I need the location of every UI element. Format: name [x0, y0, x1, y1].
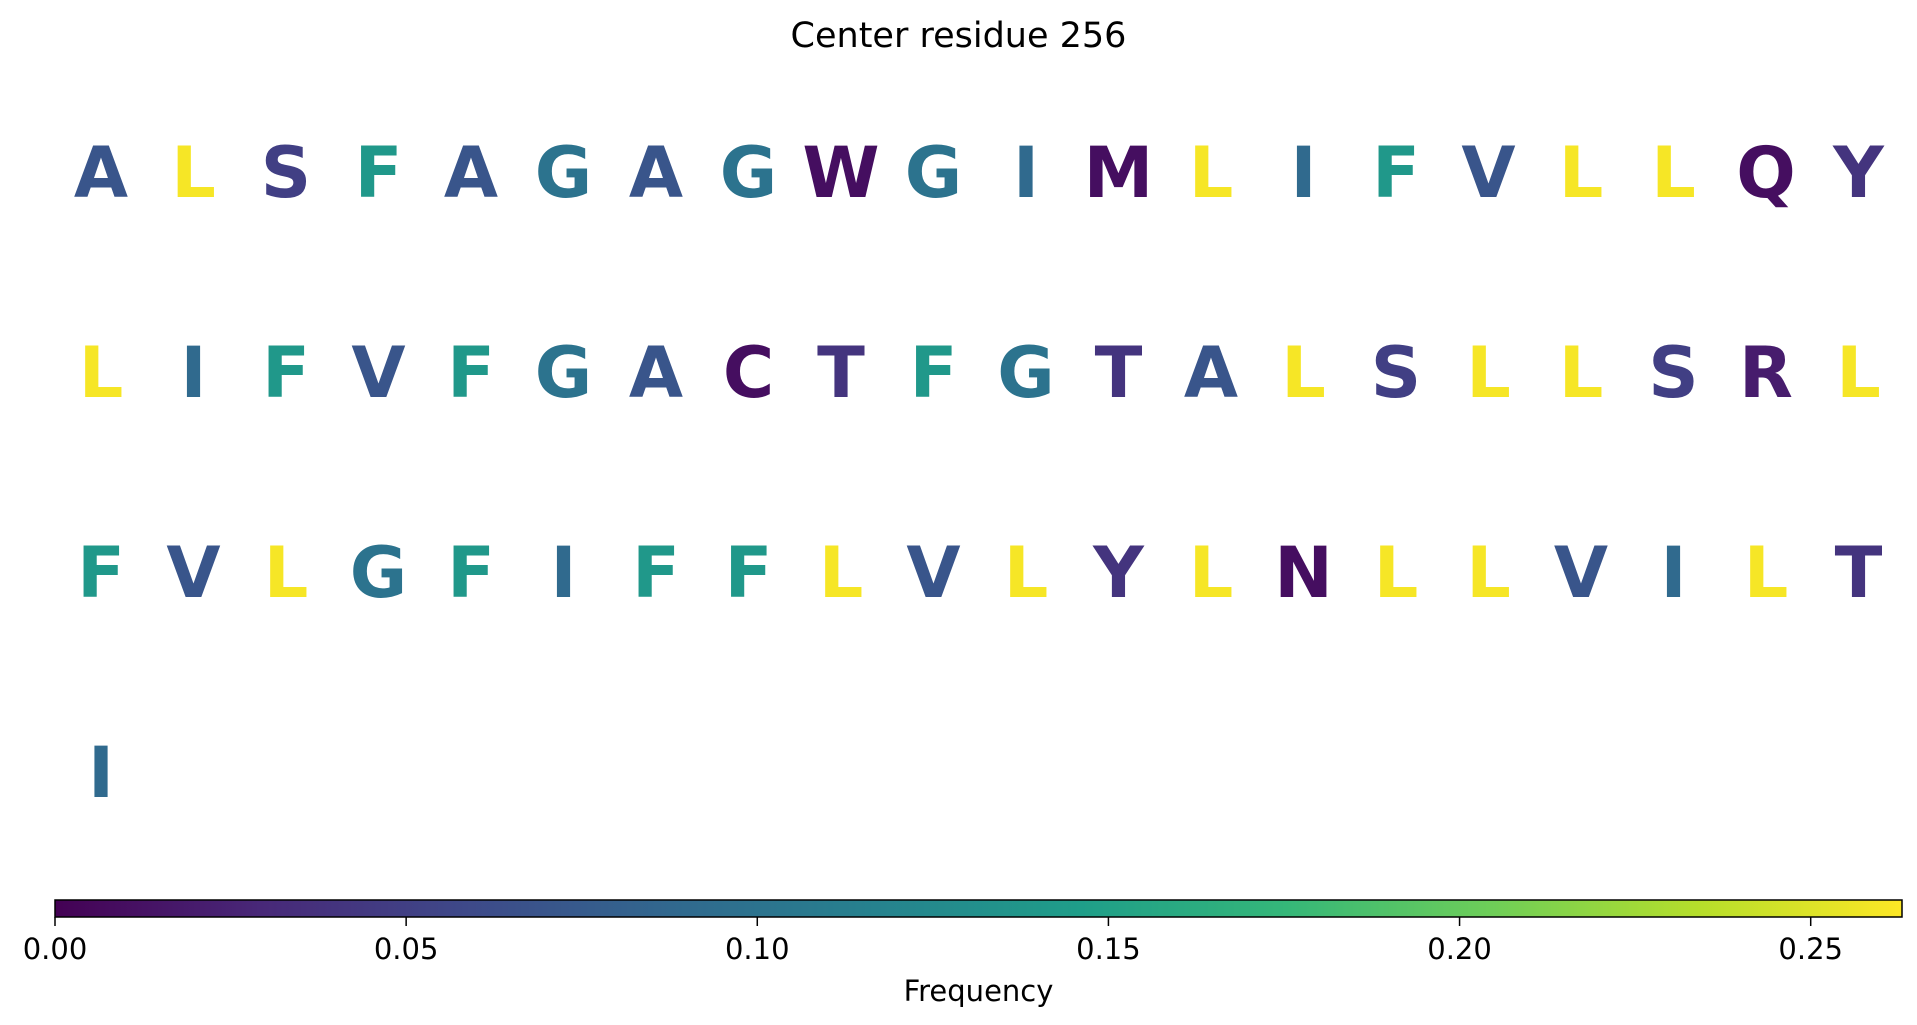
residue-letter: Q	[1736, 132, 1796, 214]
residue-letter: T	[1095, 332, 1143, 414]
residue-letter: L	[1004, 532, 1049, 614]
residue-letter: W	[802, 132, 879, 214]
residue-letter: A	[629, 132, 683, 214]
residue-letter: I	[1290, 132, 1316, 214]
residue-letter: I	[1660, 532, 1686, 614]
residue-letter: G	[905, 132, 962, 214]
colorbar-tick-label: 0.00	[23, 932, 88, 966]
residue-letter: L	[79, 332, 124, 414]
residue-letter: S	[1371, 332, 1421, 414]
residue-letters: A L S F A G A G W G I M L I F V L L Q YL I F V F G A C T F G T A L S L L S R L…	[74, 132, 1885, 814]
residue-letter: L	[1466, 332, 1511, 414]
residue-letter: Y	[1092, 532, 1145, 614]
residue-letter: V	[351, 332, 405, 414]
colorbar-tick-label: 0.15	[1076, 932, 1141, 966]
residue-letter: A	[444, 132, 498, 214]
residue-letter: G	[535, 132, 592, 214]
residue-letter: L	[1466, 532, 1511, 614]
colorbar-tick-label: 0.25	[1778, 932, 1843, 966]
chart-title: Center residue 256	[790, 16, 1127, 56]
residue-letter: L	[1189, 532, 1234, 614]
residue-letter: L	[1836, 332, 1881, 414]
residue-letter: I	[88, 732, 114, 814]
colorbar-tick-label: 0.05	[374, 932, 439, 966]
residue-letter: I	[180, 332, 206, 414]
residue-letter: V	[1554, 532, 1608, 614]
colorbar-tick-label: 0.20	[1427, 932, 1492, 966]
residue-letter: A	[1184, 332, 1238, 414]
residue-letter: G	[997, 332, 1054, 414]
colorbar: 0.00 0.05 0.10 0.15 0.20 0.25 Frequency	[23, 899, 1903, 1008]
residue-letter: L	[1374, 532, 1419, 614]
residue-letter: N	[1274, 532, 1333, 614]
residue-letter: F	[77, 532, 125, 614]
residue-letter: A	[74, 132, 128, 214]
residue-letter: I	[1013, 132, 1039, 214]
residue-letter: G	[720, 132, 777, 214]
residue-letter: L	[1189, 132, 1234, 214]
residue-letter: F	[725, 532, 773, 614]
residue-letter: V	[906, 532, 960, 614]
residue-letter: F	[1372, 132, 1420, 214]
residue-letter: A	[629, 332, 683, 414]
colorbar-gradient	[54, 899, 1903, 918]
residue-letter: F	[910, 332, 958, 414]
colorbar-tick-label: 0.10	[725, 932, 790, 966]
residue-letter: S	[1648, 332, 1698, 414]
residue-letter: T	[1835, 532, 1883, 614]
residue-letter: S	[261, 132, 311, 214]
residue-letter: L	[1651, 132, 1696, 214]
residue-letter: F	[355, 132, 403, 214]
residue-letter: L	[1559, 132, 1604, 214]
residue-letter: F	[447, 332, 495, 414]
residue-letter: R	[1739, 332, 1793, 414]
residue-letter: V	[166, 532, 220, 614]
residue-letter: L	[171, 132, 216, 214]
residue-letter: I	[550, 532, 576, 614]
residue-letter: F	[262, 332, 310, 414]
residue-letter: L	[1559, 332, 1604, 414]
residue-letter: F	[632, 532, 680, 614]
residue-letter: L	[819, 532, 864, 614]
colorbar-label: Frequency	[904, 974, 1054, 1008]
residue-letter: L	[1281, 332, 1326, 414]
residue-letter: T	[817, 332, 865, 414]
residue-letter: L	[264, 532, 309, 614]
residue-letter: V	[1461, 132, 1515, 214]
residue-letter: M	[1084, 132, 1154, 214]
residue-letter: G	[350, 532, 407, 614]
residue-letter: L	[1744, 532, 1789, 614]
residue-letter: F	[447, 532, 495, 614]
residue-letter: C	[723, 332, 774, 414]
residue-letter: G	[535, 332, 592, 414]
residue-letter: Y	[1832, 132, 1885, 214]
